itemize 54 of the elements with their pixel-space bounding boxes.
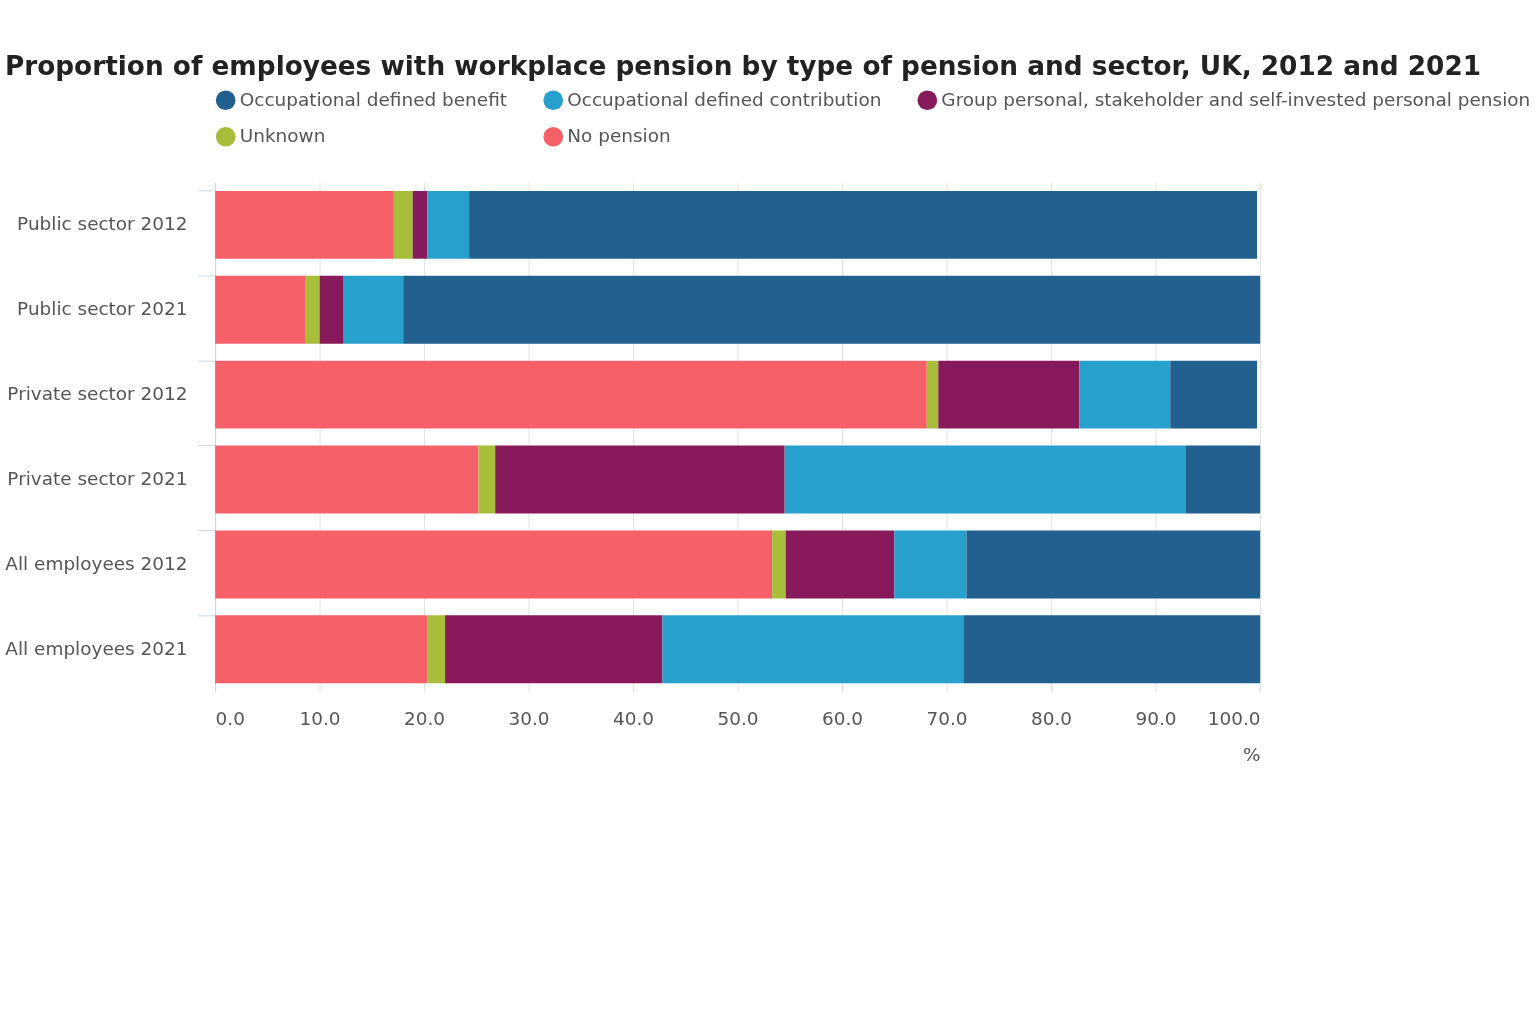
x-tick-label: 70.0	[926, 707, 968, 729]
bar	[215, 275, 306, 344]
legend-label: No pension	[567, 125, 671, 147]
y-tick-label: Private sector 2012	[7, 382, 188, 404]
x-axis-title: %	[1243, 743, 1261, 765]
bar	[215, 530, 773, 599]
bar	[495, 445, 785, 514]
bar	[772, 530, 786, 599]
y-tick-label: Private sector 2021	[7, 467, 188, 489]
bar	[894, 530, 967, 599]
bar	[445, 615, 663, 684]
bar	[427, 615, 446, 684]
legend-label: Unknown	[239, 125, 326, 147]
bar	[1079, 360, 1171, 429]
bar	[469, 190, 1258, 259]
y-tick-label: Public sector 2021	[17, 298, 188, 320]
x-tick-label: 30.0	[508, 707, 550, 729]
bar	[427, 190, 470, 259]
bar	[938, 360, 1080, 429]
bar	[662, 615, 964, 684]
x-tick-label: 100.0	[1207, 707, 1261, 729]
bar	[478, 445, 496, 514]
bar	[305, 275, 320, 344]
bar	[966, 530, 1261, 599]
y-tick-label: Public sector 2012	[17, 213, 188, 235]
bar	[215, 445, 479, 514]
bar	[926, 360, 939, 429]
legend-label: Occupational defined contribution	[567, 88, 882, 110]
bar	[785, 530, 895, 599]
chart-title: Proportion of employees with workplace pension by type of pension and sector, UK, 2012 and 2021	[4, 51, 1482, 82]
x-tick-label: 50.0	[717, 707, 759, 729]
bar	[1170, 360, 1258, 429]
y-tick-label: All employees 2012	[5, 552, 188, 574]
x-tick-label: 90.0	[1135, 707, 1177, 729]
bar	[412, 190, 428, 259]
bar	[343, 275, 404, 344]
bar	[963, 615, 1261, 684]
bar	[393, 190, 413, 259]
x-tick-label: 0.0	[215, 707, 245, 729]
bar	[319, 275, 344, 344]
x-tick-label: 80.0	[1031, 707, 1073, 729]
y-tick-label: All employees 2021	[5, 637, 188, 659]
bar	[784, 445, 1186, 514]
bar	[215, 360, 927, 429]
x-tick-label: 40.0	[613, 707, 655, 729]
bar	[215, 190, 394, 259]
x-tick-label: 60.0	[822, 707, 864, 729]
x-tick-label: 10.0	[299, 707, 341, 729]
legend-label: Occupational defined benefit	[239, 88, 507, 110]
bar	[1185, 445, 1261, 514]
bar	[215, 615, 428, 684]
legend-label: Group personal, stakeholder and self-invested personal pension	[941, 88, 1531, 110]
x-tick-label: 20.0	[404, 707, 446, 729]
bar	[403, 275, 1261, 344]
